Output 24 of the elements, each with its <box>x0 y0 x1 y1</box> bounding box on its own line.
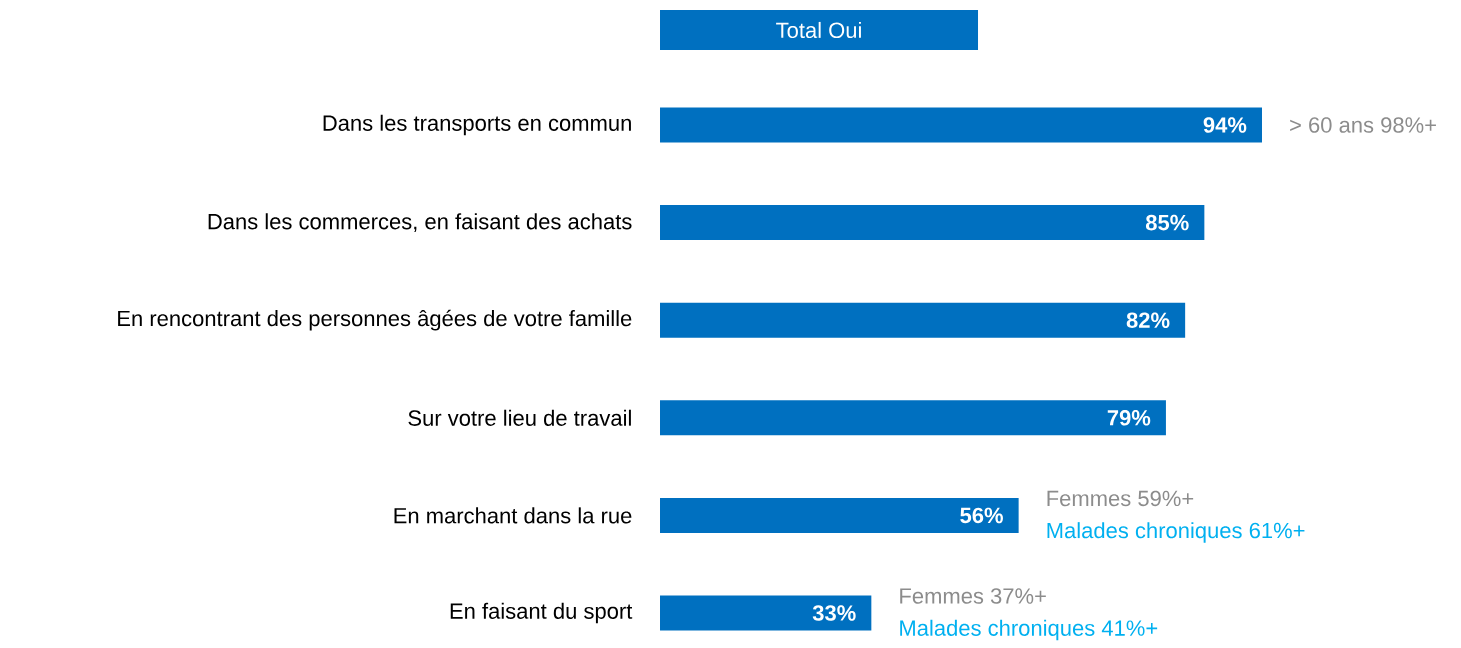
data-label: 79% <box>1107 410 1151 426</box>
y-tick-label: Dans les transports en commun <box>323 114 631 136</box>
annotation: Femmes 37%+ <box>900 588 1046 604</box>
y-tick-label: En faisant du sport <box>450 602 633 624</box>
data-label: 56% <box>960 507 1003 524</box>
bar <box>660 595 872 631</box>
y-tick-label: Sur votre lieu de travail <box>408 409 631 426</box>
chart-title: Total Oui <box>776 21 861 39</box>
annotation: Malades chroniques 41%+ <box>900 619 1158 641</box>
bar <box>660 302 1186 338</box>
y-tick-label: Dans les commerces, en faisant des achats <box>208 213 632 232</box>
bar <box>660 205 1205 241</box>
y-tick-label: En marchant dans la rue <box>394 507 632 524</box>
annotation: > 60 ans 98%+ <box>1290 117 1436 133</box>
annotation: Malades chroniques 61%+ <box>1047 522 1305 543</box>
data-label: 85% <box>1145 214 1189 231</box>
annotation: Femmes 59%+ <box>1047 490 1194 507</box>
bar <box>660 497 1019 533</box>
bar <box>660 107 1262 143</box>
bar <box>660 400 1166 436</box>
data-label: 33% <box>812 605 856 621</box>
y-tick-label: En rencontrant des personnes âgées de votre famille <box>118 309 632 331</box>
data-label: 94% <box>1203 117 1247 133</box>
data-label: 82% <box>1126 312 1170 328</box>
